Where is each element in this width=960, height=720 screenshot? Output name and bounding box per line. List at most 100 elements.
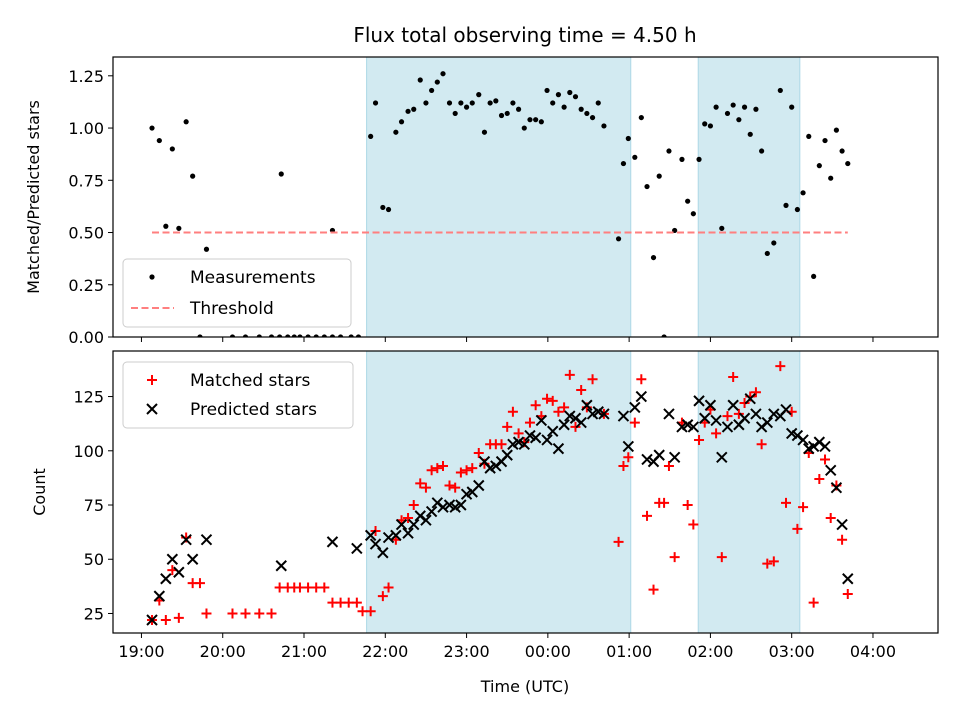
measurement-point <box>764 250 770 257</box>
count-shaded-interval <box>697 351 801 633</box>
matched-star-point <box>775 361 786 372</box>
measurement-point <box>515 106 522 112</box>
predicted-star-point <box>518 438 530 450</box>
matched-star-point <box>768 556 779 567</box>
measurement-point <box>656 173 662 179</box>
matched-star-point <box>365 606 376 617</box>
predicted-star-point <box>710 414 722 427</box>
predicted-star-point <box>535 414 548 427</box>
predicted-star-point <box>581 399 593 411</box>
measurement-point <box>504 110 510 117</box>
measurement-point <box>615 236 622 242</box>
measurement-point <box>498 112 505 119</box>
measurement-point <box>730 102 736 108</box>
ratio-shaded-interval <box>697 57 801 337</box>
ratio-plot-area <box>149 57 851 337</box>
measurement-point <box>256 334 262 337</box>
measurement-point <box>463 104 470 110</box>
measurement-point <box>679 156 685 162</box>
measurement-point <box>458 100 464 106</box>
matched-star-point <box>240 608 251 619</box>
ratio-ytick-label: 0.75 <box>68 171 104 190</box>
matched-star-point <box>814 473 825 484</box>
matched-star-point <box>750 387 761 398</box>
ratio-ytick-label: 1.00 <box>68 119 104 138</box>
matched-star-point <box>542 393 553 404</box>
measurement-point <box>753 106 759 112</box>
predicted-star-point <box>186 553 199 565</box>
matched-star-point <box>618 460 629 471</box>
measurement-point <box>423 100 429 106</box>
matched-star-point <box>756 439 767 450</box>
measurement-point <box>440 71 446 77</box>
predicted-star-point <box>541 434 553 446</box>
measurement-point <box>380 204 386 211</box>
matched-star-point <box>694 434 705 445</box>
measurement-point <box>163 223 169 229</box>
measurement-point <box>650 254 657 261</box>
matched-star-point <box>383 582 394 593</box>
measurement-point <box>242 334 249 337</box>
measurement-point <box>372 100 379 106</box>
predicted-star-point <box>842 573 854 585</box>
matched-star-point <box>825 513 836 524</box>
measurement-point <box>713 104 719 110</box>
legend-matched-label: Matched stars <box>190 371 310 391</box>
measurement-point <box>291 334 297 337</box>
matched-star-point <box>408 500 419 511</box>
ratio-axes-frame <box>112 56 939 338</box>
predicted-star-point <box>629 401 641 414</box>
predicted-star-point <box>653 449 665 461</box>
predicted-star-point <box>598 408 610 420</box>
matched-star-point <box>173 612 184 623</box>
count-plot-area <box>146 351 854 633</box>
matched-star-point <box>319 582 330 593</box>
measurement-point <box>285 334 291 337</box>
measurement-point <box>806 133 812 140</box>
count-panel: 25 50 75 100 125 19:00 20:00 21:00 22:00 23:00 00:… <box>30 350 939 661</box>
count-ytick-label: 75 <box>84 496 104 515</box>
matched-star-point <box>623 452 634 463</box>
matched-star-point <box>547 395 558 406</box>
predicted-star-point <box>160 573 172 585</box>
measurement-point <box>632 154 638 160</box>
measurement-point <box>584 110 590 117</box>
matched-star-point <box>553 406 564 417</box>
measurement-point <box>724 110 731 117</box>
xtick-label: 00:00 <box>525 642 571 661</box>
measurement-point <box>833 127 839 133</box>
ratio-shaded-interval <box>366 57 632 337</box>
predicted-star-point <box>780 403 792 416</box>
matched-star-point <box>728 372 739 383</box>
matched-star-point <box>426 465 437 476</box>
predicted-star-point <box>721 421 734 433</box>
matched-star-point <box>587 374 598 385</box>
ratio-ytick-label: 0.50 <box>68 224 104 243</box>
measurement-point <box>589 114 596 121</box>
predicted-star-point <box>326 536 339 548</box>
x-axis-label: Time (UTC) <box>480 677 569 696</box>
legend-predicted-marker <box>146 403 158 415</box>
predicted-star-point <box>617 410 630 422</box>
measurement-point <box>544 87 550 94</box>
measurement-point <box>481 129 488 135</box>
count-legend-box <box>122 361 354 429</box>
measurement-point <box>417 77 423 83</box>
matched-star-point <box>227 608 238 619</box>
matched-star-point <box>576 385 587 396</box>
matched-star-point <box>564 369 575 380</box>
matched-star-point <box>254 608 265 619</box>
measurement-point <box>493 98 499 104</box>
matched-star-point <box>820 454 831 465</box>
predicted-star-point <box>529 432 542 444</box>
predicted-star-point <box>687 421 700 433</box>
measurement-point <box>839 148 845 154</box>
measurement-point <box>595 100 601 106</box>
predicted-star-point <box>635 390 648 403</box>
measurement-point <box>620 160 627 167</box>
predicted-star-point <box>455 499 467 511</box>
predicted-star-point <box>547 425 559 437</box>
matched-star-point <box>711 428 722 439</box>
predicted-star-point <box>275 560 287 572</box>
